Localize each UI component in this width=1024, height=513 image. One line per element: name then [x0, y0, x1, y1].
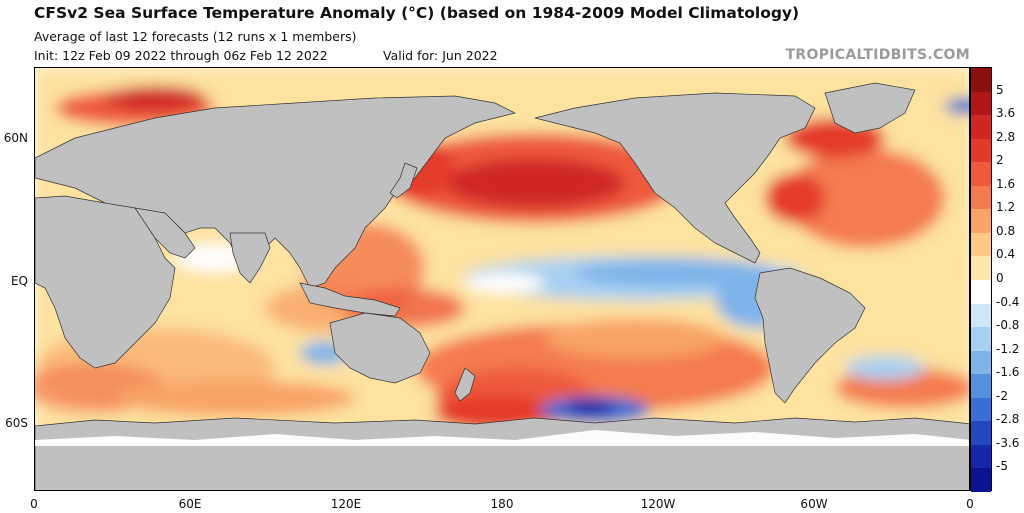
colorbar-label: 0.8: [996, 223, 1016, 238]
lon-label-0-left: 0: [30, 497, 38, 511]
colorbar-segment: [971, 68, 991, 93]
colorbar: [970, 67, 992, 493]
colorbar-segment: [971, 327, 991, 352]
japan: [389, 162, 418, 199]
lat-label-eq: EQ: [10, 274, 28, 288]
colorbar-segment: [971, 115, 991, 140]
colorbar-segment: [971, 209, 991, 234]
colorbar-label: 2: [996, 153, 1004, 168]
arabia: [134, 207, 196, 259]
colorbar-label: -5: [996, 459, 1008, 474]
colorbar-segment: [971, 444, 991, 469]
colorbar-label: 0.4: [996, 247, 1016, 262]
colorbar-segment: [971, 397, 991, 422]
colorbar-label: -1.6: [996, 365, 1020, 380]
lon-label-0-right: 0: [966, 497, 974, 511]
lon-label-60w: 60W: [800, 497, 828, 511]
colorbar-label: -1.2: [996, 341, 1020, 356]
colorbar-label: 0: [996, 271, 1004, 285]
lon-label-180: 180: [490, 497, 514, 511]
colorbar-label: -3.6: [996, 435, 1020, 450]
lon-label-60e: 60E: [178, 497, 202, 511]
india: [229, 232, 271, 284]
north-america: [534, 92, 816, 264]
colorbar-label: 1.2: [996, 200, 1016, 215]
site-credit: TROPICALTIDBITS.COM: [785, 47, 970, 63]
lat-label-60s: 60S: [5, 416, 28, 430]
colorbar-segment: [971, 138, 991, 163]
australia: [329, 312, 431, 384]
colorbar-segment: [971, 421, 991, 446]
colorbar-segment: [971, 350, 991, 375]
colorbar-segment: [971, 256, 991, 281]
map-title: CFSv2 Sea Surface Temperature Anomaly (°…: [34, 4, 800, 22]
colorbar-segment: [971, 91, 991, 116]
colorbar-label: -2: [996, 388, 1008, 403]
colorbar-segment: [971, 374, 991, 399]
colorbar-label: 2.8: [996, 129, 1016, 144]
colorbar-segment: [971, 185, 991, 210]
valid-time: Valid for: Jun 2022: [383, 48, 498, 63]
colorbar-segment: [971, 303, 991, 328]
colorbar-segment: [971, 162, 991, 187]
new-zealand: [454, 367, 476, 402]
colorbar-label: -0.4: [996, 294, 1020, 309]
greenland: [824, 82, 916, 134]
colorbar-label: 5: [996, 82, 1004, 97]
lat-label-60n: 60N: [3, 131, 28, 145]
colorbar-segment: [971, 232, 991, 257]
colorbar-label: 3.6: [996, 106, 1016, 121]
colorbar-segment: [971, 468, 991, 493]
lon-label-120e: 120E: [330, 497, 362, 511]
sea-ice: [35, 430, 969, 446]
colorbar-label: -2.8: [996, 412, 1020, 427]
sst-anomaly-map: [34, 67, 970, 491]
indonesia: [299, 282, 401, 317]
colorbar-label: -0.8: [996, 318, 1020, 333]
south-america: [754, 267, 866, 404]
colorbar-label: 1.6: [996, 176, 1016, 191]
map-svg: [35, 68, 969, 490]
map-subtitle: Average of last 12 forecasts (12 runs x …: [34, 29, 357, 44]
lon-label-120w: 120W: [640, 497, 676, 511]
antarctica: [35, 417, 969, 490]
init-time: Init: 12z Feb 09 2022 through 06z Feb 12…: [34, 48, 328, 63]
colorbar-segment: [971, 280, 991, 305]
